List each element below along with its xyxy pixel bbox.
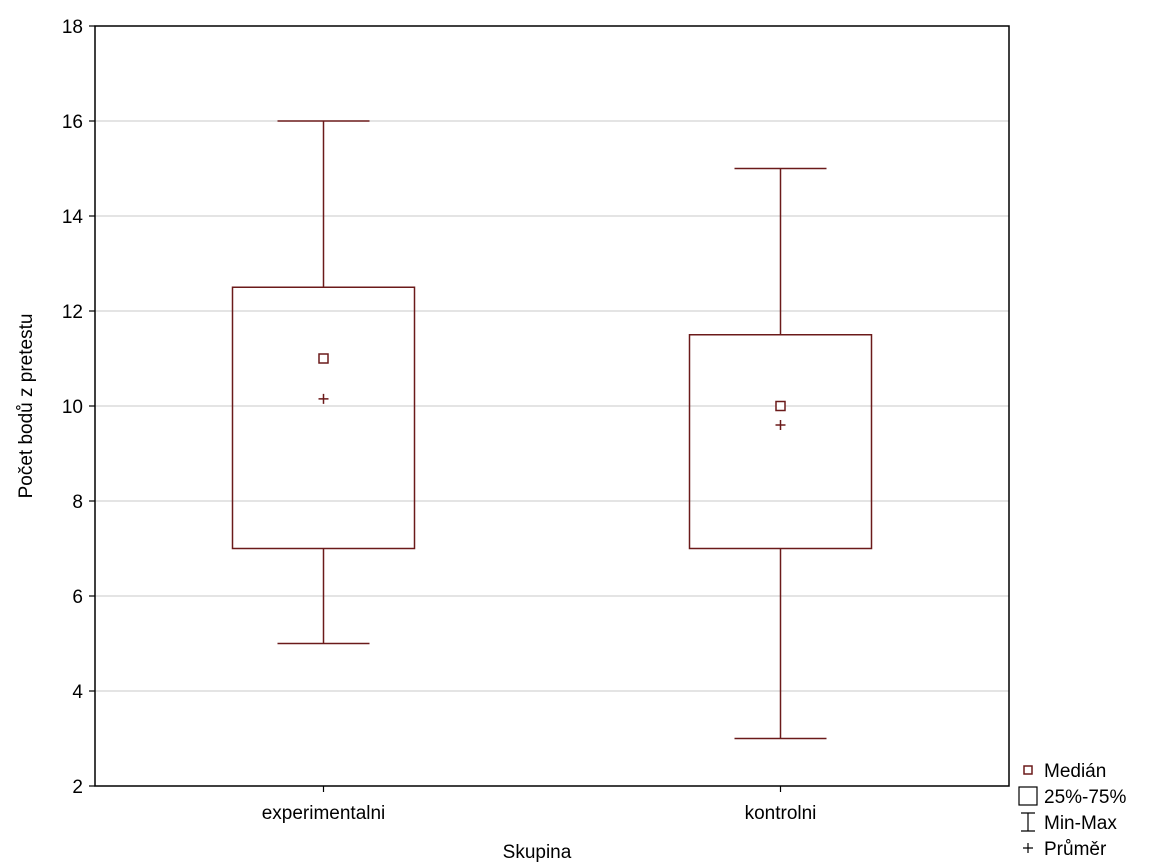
legend: Medián 25%-75% Min-Max Průměr [1018, 761, 1126, 860]
y-axis: 2 4 6 8 10 12 14 16 18 [62, 17, 95, 798]
median-marker [775, 400, 786, 412]
legend-label: 25%-75% [1044, 787, 1126, 808]
iqr-box [688, 334, 873, 550]
mean-marker [318, 393, 329, 404]
gridlines [95, 120, 1009, 692]
y-tick-label: 8 [72, 492, 83, 513]
box-layer [231, 120, 873, 740]
legend-item-mean: Průměr [1023, 839, 1107, 860]
median-symbol-icon [1023, 765, 1033, 775]
box-group-kontrolni [688, 167, 873, 740]
x-tick-label: experimentalni [262, 803, 386, 824]
y-tick-label: 16 [62, 112, 83, 133]
legend-item-median: Medián [1023, 761, 1106, 782]
iqr-box [231, 286, 416, 550]
whisker-symbol-icon [1021, 812, 1035, 832]
legend-label: Medián [1044, 761, 1106, 782]
legend-label: Průměr [1044, 839, 1107, 860]
y-tick-label: 6 [72, 587, 83, 608]
median-marker [318, 353, 329, 364]
y-axis-title: Počet bodů z pretestu [16, 314, 37, 499]
x-axis-title: Skupina [503, 842, 572, 863]
y-tick-label: 2 [72, 777, 83, 798]
y-tick-label: 12 [62, 302, 83, 323]
legend-item-whisker: Min-Max [1021, 812, 1117, 834]
y-tick-label: 18 [62, 17, 83, 38]
y-tick-label: 4 [72, 682, 83, 703]
y-tick-label: 14 [62, 207, 84, 228]
y-tick-label: 10 [62, 397, 83, 418]
box-symbol-icon [1018, 786, 1038, 806]
mean-marker [775, 420, 786, 430]
x-axis: experimentalni kontrolni [262, 786, 817, 824]
legend-label: Min-Max [1044, 813, 1117, 834]
legend-item-box: 25%-75% [1018, 786, 1126, 808]
x-tick-label: kontrolni [745, 803, 817, 824]
box-group-experimentalni [231, 120, 416, 645]
plus-symbol-icon [1023, 843, 1033, 853]
